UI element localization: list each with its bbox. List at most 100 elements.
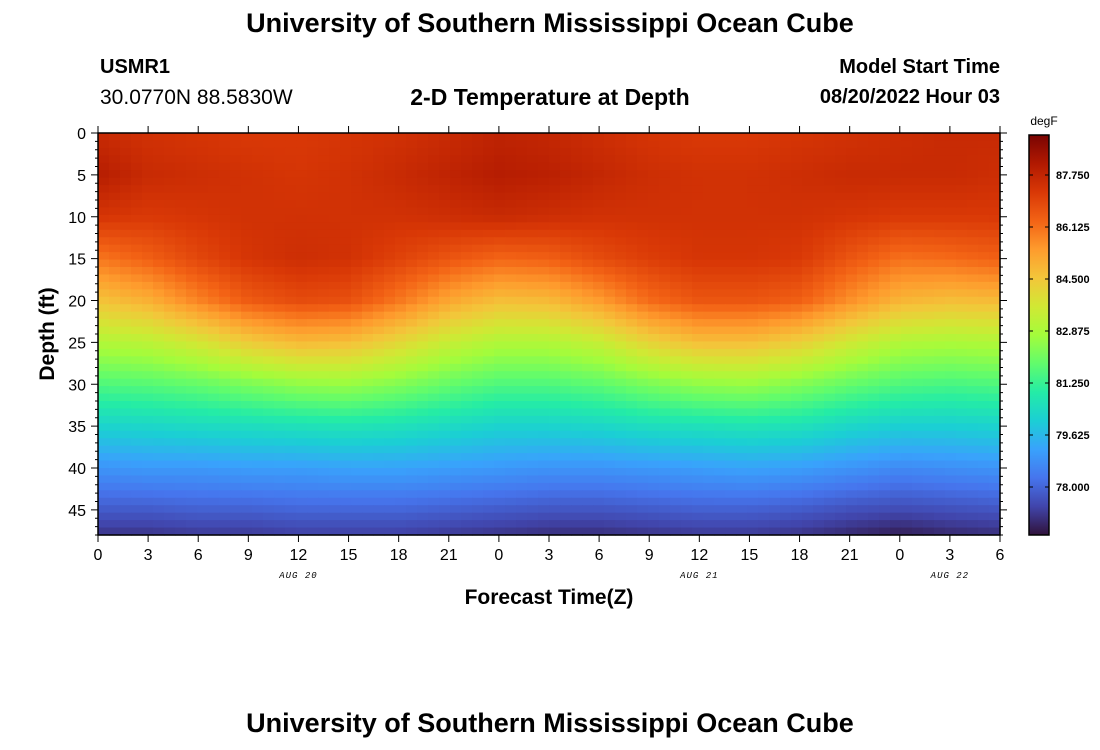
heatmap-cell [780, 512, 792, 521]
heatmap-cell [692, 133, 704, 142]
heatmap-cell [615, 289, 627, 298]
heatmap-cell [296, 244, 308, 253]
heatmap-cell [736, 259, 748, 268]
heatmap-cell [890, 207, 902, 216]
heatmap-cell [593, 185, 605, 194]
heatmap-cell [736, 430, 748, 439]
heatmap-cell [384, 512, 396, 521]
heatmap-cell [175, 371, 187, 380]
heatmap-cell [340, 162, 352, 171]
heatmap-cell [307, 281, 319, 290]
heatmap-cell [791, 311, 803, 320]
heatmap-cell [329, 468, 341, 477]
heatmap-cell [153, 348, 165, 357]
heatmap-cell [571, 490, 583, 499]
heatmap-cell [109, 267, 121, 276]
heatmap-cell [604, 155, 616, 164]
heatmap-cell [824, 304, 836, 313]
heatmap-cell [450, 207, 462, 216]
heatmap-cell [197, 200, 209, 209]
heatmap-cell [406, 222, 418, 231]
heatmap-cell [153, 289, 165, 298]
heatmap-cell [318, 482, 330, 491]
heatmap-cell [659, 408, 671, 417]
heatmap-cell [956, 296, 968, 305]
heatmap-cell [901, 192, 913, 201]
heatmap-cell [373, 214, 385, 223]
heatmap-cell [131, 304, 143, 313]
heatmap-cell [703, 527, 715, 536]
heatmap-cell [450, 281, 462, 290]
heatmap-cell [725, 512, 737, 521]
heatmap-cell [989, 378, 1001, 387]
heatmap-cell [538, 155, 550, 164]
heatmap-cell [846, 185, 858, 194]
heatmap-cell [362, 155, 374, 164]
heatmap-cell [945, 378, 957, 387]
heatmap-cell [219, 423, 231, 432]
heatmap-cell [329, 356, 341, 365]
heatmap-cell [307, 237, 319, 246]
heatmap-cell [648, 408, 660, 417]
footer-title: University of Southern Mississippi Ocean… [246, 708, 854, 738]
x-tick-label: 9 [244, 547, 253, 564]
heatmap-cell [659, 505, 671, 514]
heatmap-cell [505, 505, 517, 514]
heatmap-cell [175, 237, 187, 246]
heatmap-cell [197, 244, 209, 253]
heatmap-cell [758, 363, 770, 372]
heatmap-cell [417, 289, 429, 298]
heatmap-cell [835, 304, 847, 313]
heatmap-cell [505, 192, 517, 201]
heatmap-cell [648, 200, 660, 209]
heatmap-cell [758, 482, 770, 491]
heatmap-cell [703, 289, 715, 298]
heatmap-cell [120, 259, 132, 268]
heatmap-cell [318, 453, 330, 462]
heatmap-cell [736, 133, 748, 142]
heatmap-cell [274, 311, 286, 320]
heatmap-cell [219, 468, 231, 477]
heatmap-cell [505, 430, 517, 439]
heatmap-cell [835, 371, 847, 380]
heatmap-cell [901, 520, 913, 529]
heatmap-cell [890, 497, 902, 506]
heatmap-cell [483, 415, 495, 424]
heatmap-cell [450, 505, 462, 514]
heatmap-cell [307, 430, 319, 439]
heatmap-cell [494, 497, 506, 506]
heatmap-cell [934, 520, 946, 529]
heatmap-cell [186, 386, 198, 395]
heatmap-cell [934, 423, 946, 432]
heatmap-cell [274, 207, 286, 216]
heatmap-cell [241, 207, 253, 216]
heatmap-cell [934, 304, 946, 313]
heatmap-cell [868, 229, 880, 238]
heatmap-cell [439, 200, 451, 209]
heatmap-cell [428, 267, 440, 276]
heatmap-cell [340, 140, 352, 149]
heatmap-cell [956, 386, 968, 395]
heatmap-cell [780, 356, 792, 365]
heatmap-cell [461, 341, 473, 350]
heatmap-cell [417, 319, 429, 328]
heatmap-cell [373, 185, 385, 194]
heatmap-cell [879, 296, 891, 305]
heatmap-cell [648, 386, 660, 395]
heatmap-cell [373, 415, 385, 424]
heatmap-cell [978, 393, 990, 402]
heatmap-cell [142, 170, 154, 179]
heatmap-cell [934, 401, 946, 410]
heatmap-cell [197, 319, 209, 328]
heatmap-cell [604, 378, 616, 387]
heatmap-cell [901, 237, 913, 246]
heatmap-cell [835, 177, 847, 186]
heatmap-cell [417, 200, 429, 209]
heatmap-cell [802, 274, 814, 283]
heatmap-cell [604, 468, 616, 477]
heatmap-cell [197, 341, 209, 350]
heatmap-cell [890, 133, 902, 142]
heatmap-cell [340, 348, 352, 357]
heatmap-cell [538, 475, 550, 484]
heatmap-cell [98, 371, 110, 380]
